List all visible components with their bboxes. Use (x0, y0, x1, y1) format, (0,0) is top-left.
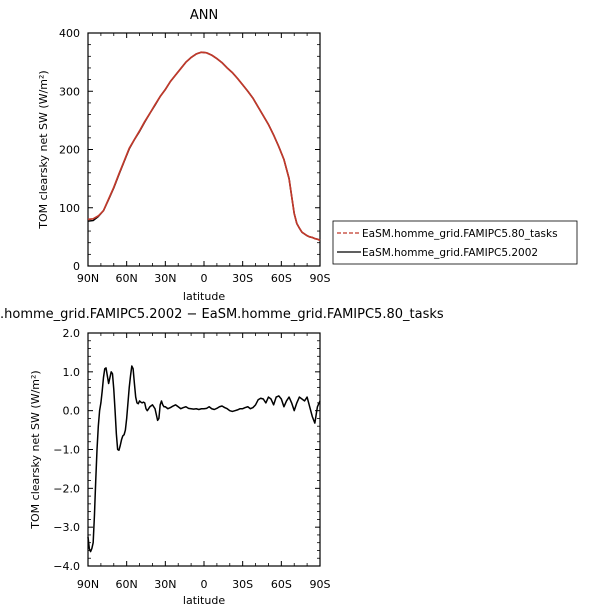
top-y-tick-label: 300 (59, 85, 80, 98)
legend-box (332, 220, 578, 265)
top-y-tick-labels: 0 100 200 300 400 (59, 27, 80, 273)
top-x-tick-label: 30N (154, 272, 176, 285)
bottom-y-tick-label: 1.0 (63, 366, 81, 379)
top-y-tick-label: 200 (59, 144, 80, 157)
top-x-tick-label: 0 (201, 272, 208, 285)
bottom-plot-frame (87, 332, 321, 567)
bottom-y-tick-label: −4.0 (53, 560, 80, 573)
bottom-y-tick-label: 2.0 (63, 327, 81, 340)
legend-label-80-tasks: EaSM.homme_grid.FAMIPC5.80_tasks (362, 228, 558, 240)
bottom-x-tick-label: 60S (271, 578, 292, 591)
legend-label-2002: EaSM.homme_grid.FAMIPC5.2002 (362, 247, 538, 259)
bottom-y-tick-labels: −4.0 −3.0 −2.0 −1.0 0.0 1.0 2.0 (53, 327, 80, 573)
top-x-tick-label: 90S (310, 272, 331, 285)
top-x-tick-label: 60S (271, 272, 292, 285)
top-y-tick-label: 100 (59, 202, 80, 215)
bottom-y-tick-label: 0.0 (63, 405, 81, 418)
top-panel: ANN 90N 60N 30N 0 30S 60S 90S 0 100 200 300 400 la… (37, 8, 578, 303)
bottom-x-tick-labels: 90N 60N 30N 0 30S 60S 90S (77, 578, 331, 591)
bottom-x-tick-label: 90S (310, 578, 331, 591)
top-y-axis-label: TOM clearsky net SW (W/m²) (37, 70, 50, 229)
bottom-tick-marks (87, 332, 321, 567)
top-plot-frame (87, 32, 321, 267)
bottom-x-tick-label: 0 (201, 578, 208, 591)
bottom-y-axis-label: TOM clearsky net SW (W/m²) (29, 370, 42, 529)
top-series-line-0 (87, 51, 321, 242)
bottom-x-tick-label: 60N (116, 578, 138, 591)
bottom-panel: EaSM.homme_grid.FAMIPC5.2002 − EaSM.homm… (0, 307, 444, 607)
top-tick-marks (87, 32, 321, 267)
bottom-series-lines (87, 365, 321, 553)
bottom-x-tick-label: 30N (154, 578, 176, 591)
top-x-tick-label: 60N (116, 272, 138, 285)
bottom-y-tick-label: −3.0 (53, 521, 80, 534)
top-x-tick-label: 90N (77, 272, 99, 285)
top-series-line-1 (87, 51, 321, 242)
top-x-tick-labels: 90N 60N 30N 0 30S 60S 90S (77, 272, 331, 285)
top-y-tick-label: 0 (73, 260, 80, 273)
top-x-axis-label: latitude (183, 290, 225, 303)
top-series-lines (87, 51, 321, 242)
bottom-series-line-0 (87, 365, 321, 553)
bottom-y-tick-label: −2.0 (53, 482, 80, 495)
bottom-x-tick-label: 30S (232, 578, 253, 591)
legend: EaSM.homme_grid.FAMIPC5.80_tasks EaSM.ho… (332, 220, 578, 265)
top-chart-title: ANN (190, 8, 218, 23)
bottom-x-axis-label: latitude (183, 594, 225, 607)
bottom-y-tick-label: −1.0 (53, 444, 80, 457)
top-x-tick-label: 30S (232, 272, 253, 285)
top-y-tick-label: 400 (59, 27, 80, 40)
bottom-chart-title: EaSM.homme_grid.FAMIPC5.2002 − EaSM.homm… (0, 307, 444, 322)
bottom-x-tick-label: 90N (77, 578, 99, 591)
